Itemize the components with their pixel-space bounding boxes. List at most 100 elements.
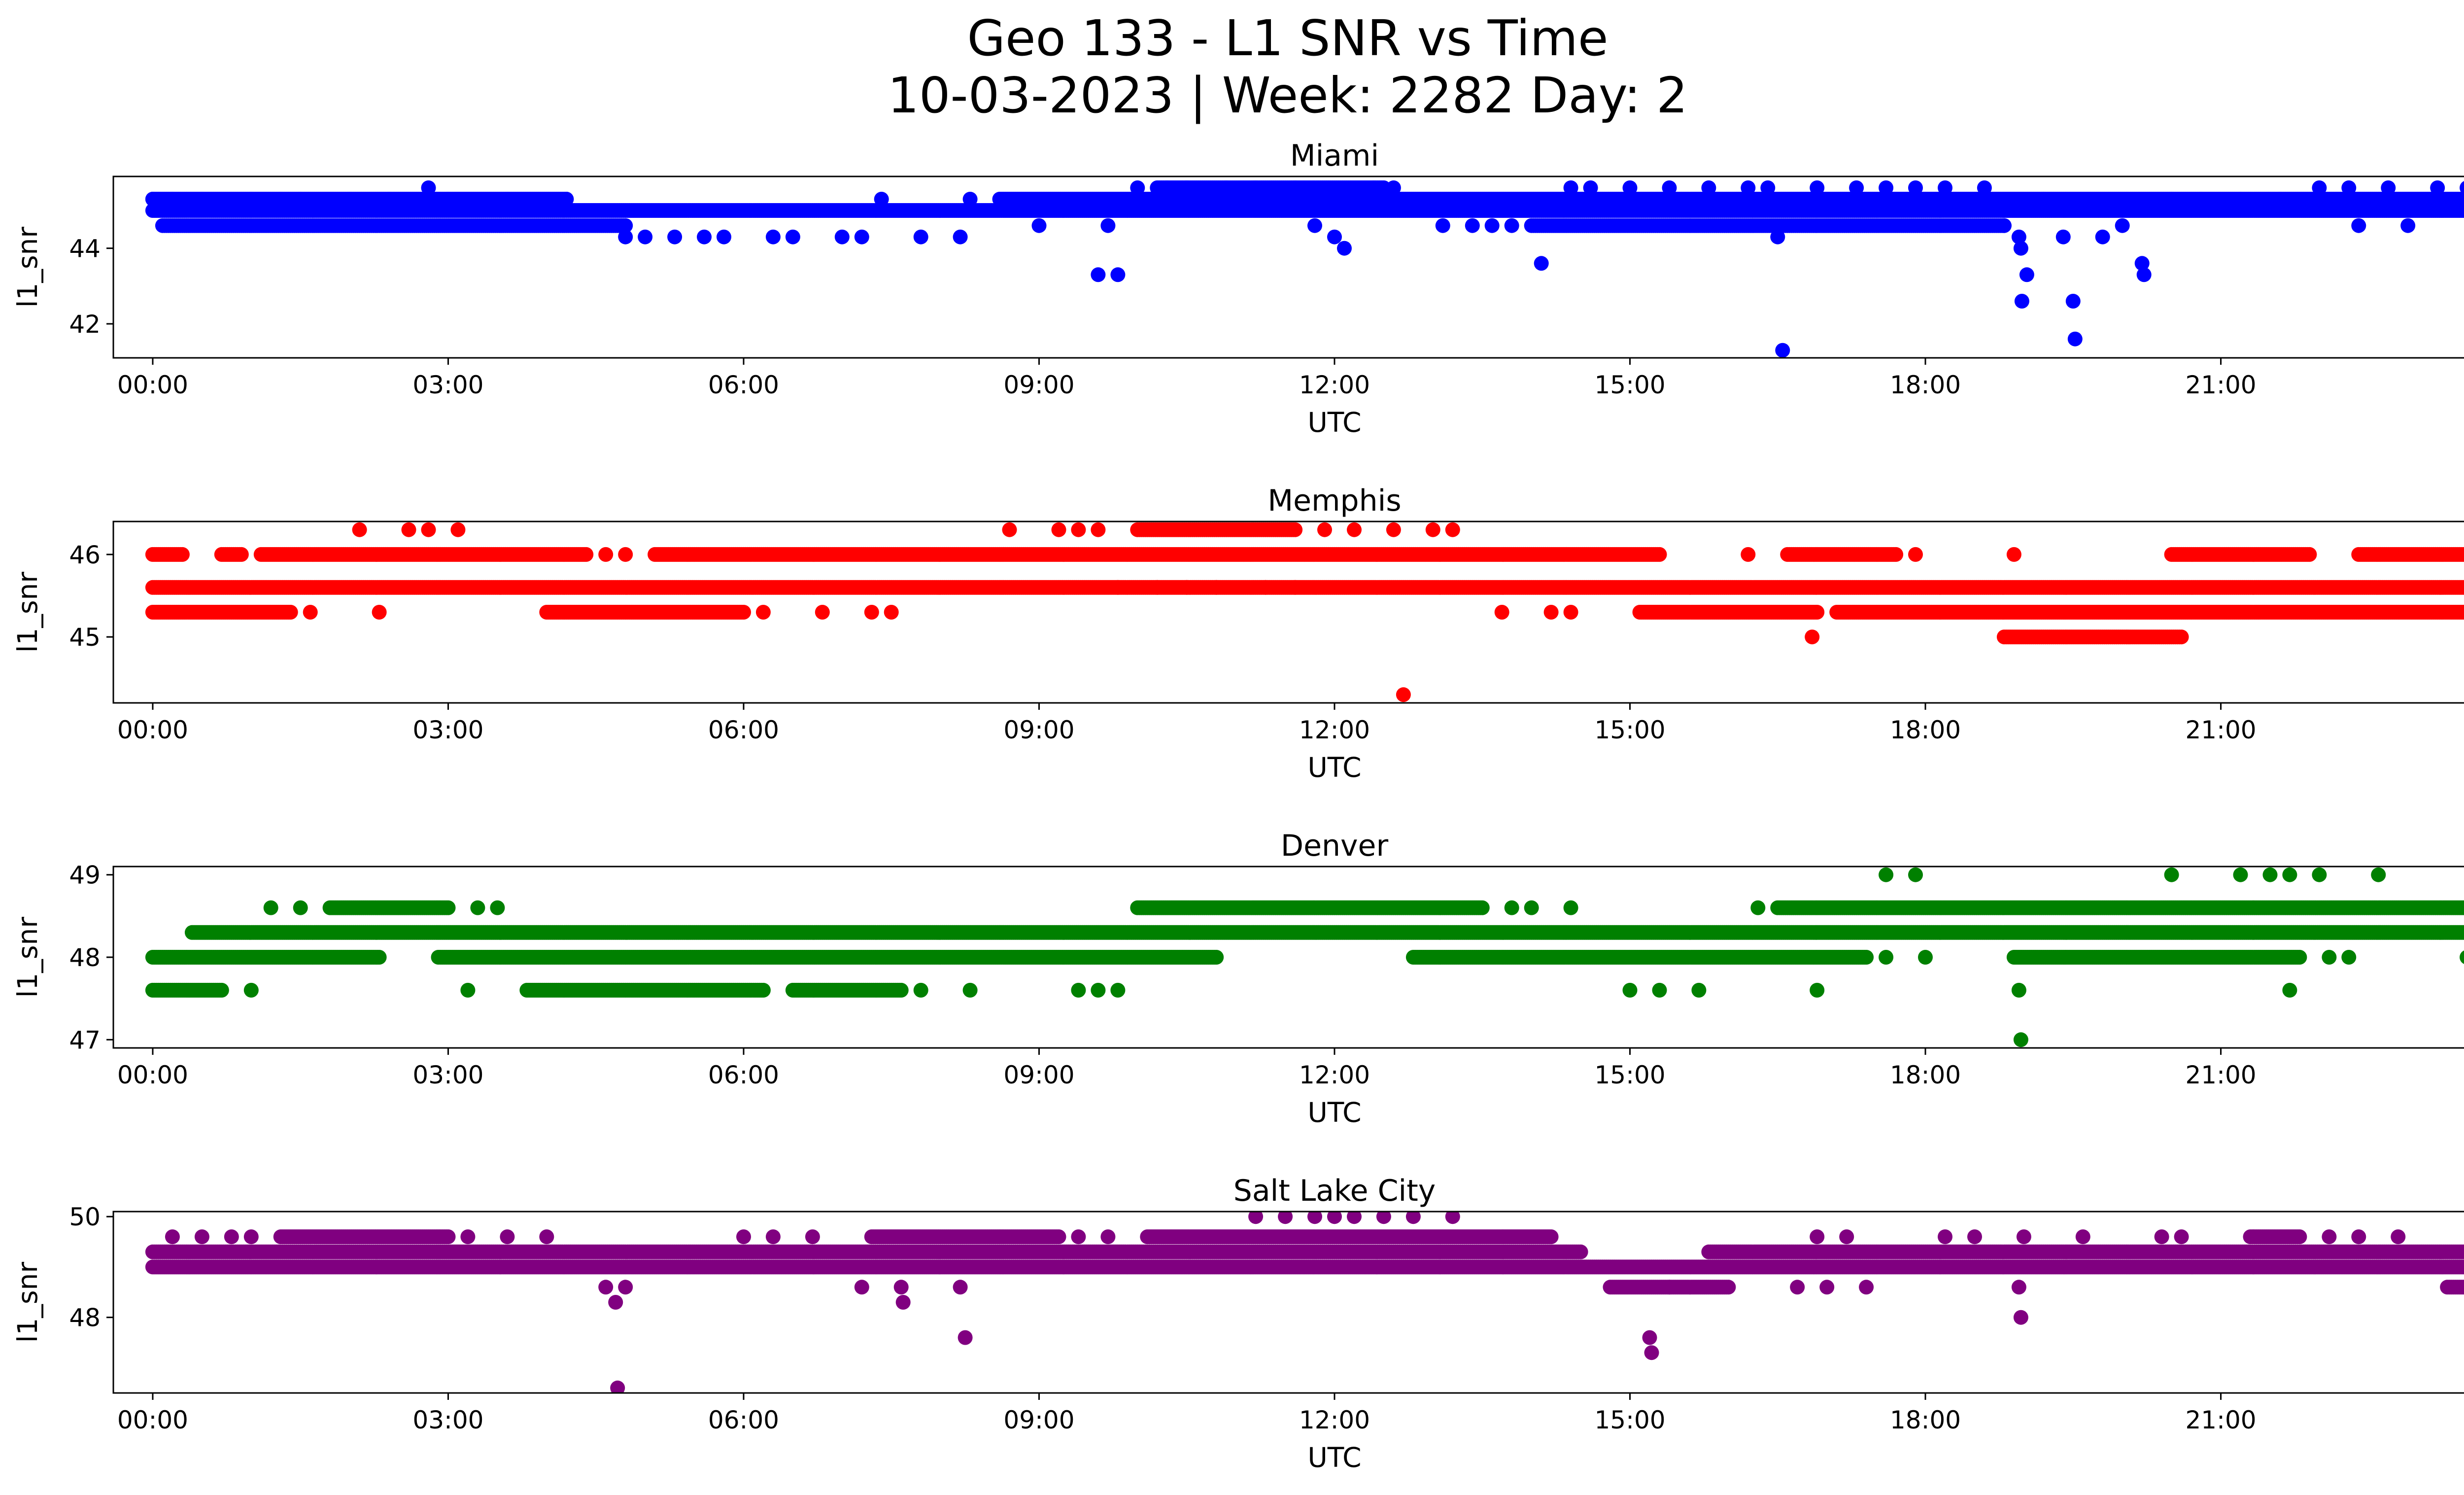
scatter-point: [1435, 218, 1450, 233]
scatter-point: [2019, 267, 2034, 282]
scatter-point: [174, 547, 190, 562]
scatter-point: [234, 547, 249, 562]
scatter-point: [1100, 218, 1116, 233]
scatter-point: [1879, 180, 1894, 195]
scatter-point: [2233, 192, 2248, 207]
scatter-point: [165, 192, 180, 207]
scatter-point: [2136, 267, 2152, 282]
scatter-point: [618, 218, 633, 233]
scatter-point: [381, 192, 397, 207]
scatter-point: [293, 192, 308, 207]
scatter-point: [1775, 343, 1790, 358]
scatter-point: [579, 547, 594, 562]
scatter-point: [2462, 549, 2464, 560]
x-tick-label: 09:00: [1003, 371, 1074, 399]
figure-title-line-1: Geo 133 - L1 SNR vs Time: [967, 9, 1608, 67]
scatter-point: [342, 192, 357, 207]
panel-title: Memphis: [1267, 484, 1401, 518]
figure-title-line-2: 10-03-2023 | Week: 2282 Day: 2: [888, 67, 1687, 124]
scatter-point: [441, 192, 456, 207]
scatter-point: [421, 180, 436, 195]
scatter-point: [2381, 180, 2396, 195]
scatter-point: [2036, 192, 2051, 207]
scatter-point: [2193, 192, 2209, 207]
y-tick-label: 44: [69, 235, 101, 263]
scatter-point: [1327, 229, 1342, 244]
scatter-point: [194, 192, 209, 207]
scatter-point: [2351, 218, 2366, 233]
scatter-point: [2302, 547, 2317, 562]
scatter-point: [1770, 229, 1785, 244]
scatter-point: [1091, 267, 1106, 282]
scatter-point: [2115, 218, 2130, 233]
scatter-point: [1701, 180, 1716, 195]
scatter-point: [1130, 180, 1145, 195]
x-tick-label: 18:00: [1890, 371, 1961, 399]
scatter-point: [2011, 229, 2026, 244]
scatter-point: [1160, 180, 1175, 195]
scatter-point: [559, 192, 574, 207]
scatter-point: [1288, 180, 1303, 195]
scatter-point: [2312, 180, 2327, 195]
y-axis-label: l1_snr: [12, 227, 43, 308]
scatter-point: [962, 192, 978, 207]
scatter-point: [500, 192, 515, 207]
scatter-point: [1465, 218, 1480, 233]
scatter-point: [1996, 218, 2012, 233]
x-tick-label: 12:00: [1299, 371, 1370, 399]
scatter-point: [765, 229, 781, 244]
scatter-point: [2134, 256, 2150, 271]
x-tick-label: 15:00: [1594, 371, 1665, 399]
scatter-point: [2055, 229, 2071, 244]
scatter-point: [854, 229, 869, 244]
scatter-point: [1179, 180, 1195, 195]
scatter-point: [2067, 331, 2083, 347]
scatter-point: [2400, 218, 2416, 233]
scatter-point: [1337, 241, 1352, 256]
scatter-point: [1760, 180, 1776, 195]
scatter-point: [874, 192, 889, 207]
scatter-point: [1307, 218, 1322, 233]
scatter-point: [953, 229, 968, 244]
scatter-point: [145, 192, 160, 207]
scatter-point: [667, 229, 683, 244]
scatter-point: [1741, 180, 1756, 195]
scatter-point: [1248, 180, 1264, 195]
scatter-point: [243, 192, 259, 207]
x-tick-label: 03:00: [412, 371, 483, 399]
scatter-point: [913, 229, 928, 244]
scatter-point: [1219, 180, 1234, 195]
scatter-point: [1622, 180, 1638, 195]
scatter-point: [638, 229, 653, 244]
series-memphis: [145, 522, 2464, 702]
scatter-point: [1583, 180, 1598, 195]
x-axis-label: UTC: [1307, 407, 1361, 438]
x-tick-label: 21:00: [2186, 371, 2257, 399]
y-tick-label: 42: [69, 310, 101, 339]
scatter-point: [2013, 241, 2028, 256]
scatter-point: [1563, 180, 1578, 195]
scatter-point: [1662, 180, 1677, 195]
scatter-point: [1938, 180, 1952, 195]
scatter-point: [2462, 193, 2464, 205]
scatter-point: [1849, 180, 1864, 195]
scatter-point: [834, 229, 850, 244]
x-tick-label: 06:00: [708, 371, 779, 399]
scatter-point: [2065, 294, 2081, 309]
scatter-point: [1977, 180, 1992, 195]
scatter-point: [2095, 229, 2110, 244]
scatter-point: [2430, 180, 2445, 195]
scatter-point: [1031, 218, 1047, 233]
scatter-point: [1888, 547, 1904, 562]
scatter-point: [2460, 181, 2464, 195]
scatter-point: [1484, 218, 1500, 233]
x-tick-label: 00:00: [117, 371, 188, 399]
scatter-point: [1534, 256, 1549, 271]
scatter-point: [785, 229, 800, 244]
scatter-point: [1366, 180, 1381, 195]
scatter-point: [2341, 180, 2357, 195]
